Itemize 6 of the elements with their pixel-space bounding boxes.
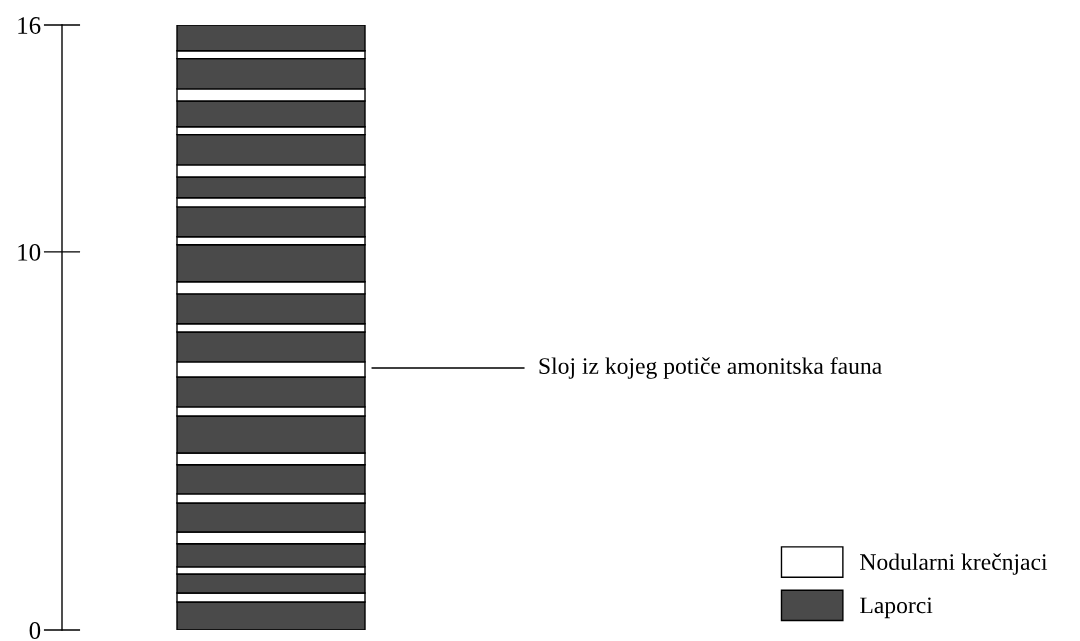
y-tick-label: 10	[18, 243, 41, 261]
y-tick-label: 0	[29, 622, 41, 639]
legend-label: Laporci	[860, 597, 933, 619]
text: Sloj iz kojeg potiče amonitska fauna	[539, 357, 882, 379]
legend-label: Nodularni krečnjaci	[860, 553, 1048, 575]
y-tick-label: 16	[18, 17, 41, 34]
